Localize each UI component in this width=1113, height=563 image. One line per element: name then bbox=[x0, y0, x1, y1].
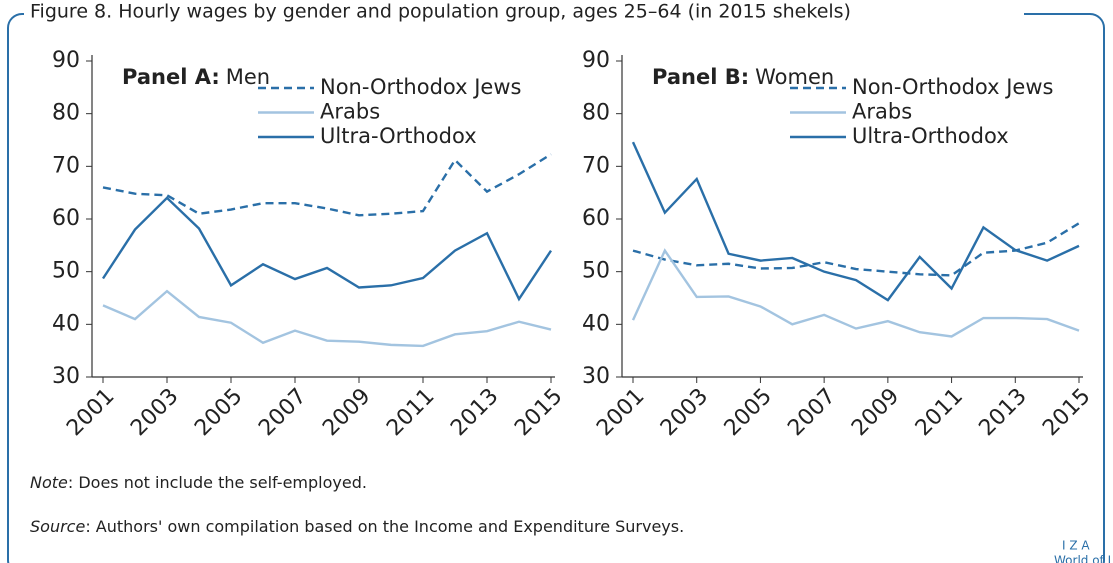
y-tick-label: 50 bbox=[52, 259, 80, 284]
x-tick-label: 2011 bbox=[911, 384, 968, 441]
series-line bbox=[102, 153, 552, 217]
legend-label: Ultra-Orthodox bbox=[320, 124, 477, 148]
y-tick-label: 90 bbox=[582, 48, 610, 73]
x-tick-label: 2015 bbox=[1038, 384, 1095, 441]
x-tick-label: 2001 bbox=[592, 384, 649, 441]
source-label: Source bbox=[30, 517, 85, 536]
source-text: : Authors' own compilation based on the … bbox=[85, 517, 684, 536]
y-tick-label: 90 bbox=[52, 48, 80, 73]
x-tick-label: 2001 bbox=[62, 384, 119, 441]
source: Source: Authors' own compilation based o… bbox=[30, 517, 684, 536]
logo-name: I Z A bbox=[1062, 539, 1090, 553]
figure-title: Figure 8. Hourly wages by gender and pop… bbox=[30, 1, 851, 23]
y-tick-label: 60 bbox=[52, 206, 80, 231]
y-tick-label: 30 bbox=[582, 364, 610, 389]
note-text: : Does not include the self-employed. bbox=[68, 473, 367, 492]
y-tick-label: 70 bbox=[52, 153, 80, 178]
note-label: Note bbox=[30, 473, 68, 492]
legend-label: Arabs bbox=[852, 100, 912, 124]
x-tick-label: 2003 bbox=[126, 384, 183, 441]
legend-label: Non-Orthodox Jews bbox=[320, 75, 521, 99]
panel-title: Panel B: Women bbox=[652, 65, 834, 89]
panel-label: Panel A: bbox=[122, 65, 220, 89]
y-tick-label: 80 bbox=[582, 101, 610, 126]
panel-title: Panel A: Men bbox=[122, 65, 270, 89]
note: Note: Does not include the self-employed… bbox=[30, 473, 367, 492]
panel-name: Men bbox=[226, 65, 270, 89]
x-tick-label: 2005 bbox=[190, 384, 247, 441]
series-line bbox=[101, 196, 553, 302]
x-tick-label: 2005 bbox=[720, 384, 777, 441]
title-backdrop bbox=[24, 0, 1024, 28]
x-tick-label: 2015 bbox=[510, 384, 567, 441]
panel-label: Panel B: bbox=[652, 65, 749, 89]
y-tick-label: 70 bbox=[582, 153, 610, 178]
y-tick-label: 80 bbox=[52, 101, 80, 126]
y-tick-label: 50 bbox=[582, 259, 610, 284]
x-tick-label: 2003 bbox=[656, 384, 713, 441]
x-tick-label: 2011 bbox=[382, 384, 439, 441]
legend-label: Arabs bbox=[320, 100, 380, 124]
x-tick-label: 2009 bbox=[847, 384, 904, 441]
series-line bbox=[102, 289, 552, 348]
legend-label: Ultra-Orthodox bbox=[852, 124, 1009, 148]
y-tick-label: 40 bbox=[582, 311, 610, 336]
x-tick-label: 2007 bbox=[783, 384, 840, 441]
logo-tagline: World of Labor bbox=[1054, 554, 1113, 563]
x-tick-label: 2009 bbox=[318, 384, 375, 441]
y-tick-label: 30 bbox=[52, 364, 80, 389]
series-line bbox=[631, 248, 1080, 338]
x-tick-label: 2007 bbox=[254, 384, 311, 441]
series-line bbox=[632, 222, 1080, 277]
x-tick-label: 2013 bbox=[446, 384, 503, 441]
y-tick-label: 60 bbox=[582, 206, 610, 231]
x-tick-label: 2013 bbox=[974, 384, 1031, 441]
series-line bbox=[631, 141, 1080, 302]
panel-name: Women bbox=[755, 65, 834, 89]
legend-label: Non-Orthodox Jews bbox=[852, 75, 1053, 99]
y-tick-label: 40 bbox=[52, 311, 80, 336]
